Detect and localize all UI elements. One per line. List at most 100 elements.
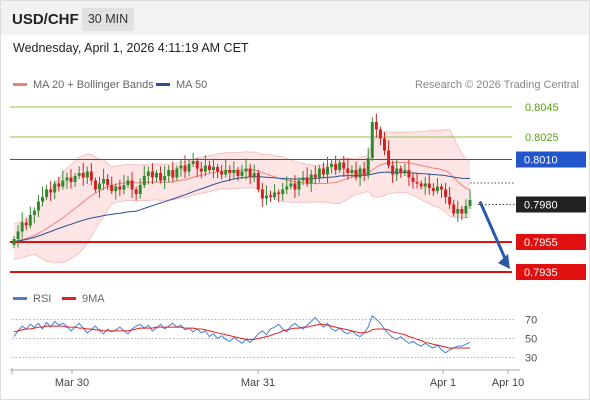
x-tick-label: Apr 10	[492, 377, 524, 389]
candle-body	[12, 239, 16, 245]
candle-body	[309, 174, 313, 184]
candle-body	[98, 183, 101, 190]
copyright-label: Research © 2026 Trading Central	[414, 79, 579, 91]
candle-body	[260, 189, 264, 199]
level-box-4	[516, 234, 586, 250]
candle-body	[407, 170, 411, 178]
candle-body	[146, 171, 150, 176]
candle-body	[28, 215, 32, 226]
candle-body	[358, 168, 362, 178]
candle-body	[175, 168, 179, 178]
candle-body	[427, 183, 431, 188]
x-tick-label: Mar 31	[241, 377, 275, 389]
candle-body	[342, 162, 346, 169]
candle-body	[285, 186, 289, 190]
legend-ma20: MA 20 + Bollinger Bands	[13, 79, 154, 91]
candle-body	[264, 195, 268, 199]
candle-body	[399, 168, 403, 173]
candle-body	[24, 222, 28, 226]
legend-rsi: RSI	[13, 293, 51, 305]
forecast-arrowhead-icon	[498, 254, 510, 269]
candle-body	[464, 206, 468, 214]
candle-body	[142, 176, 146, 185]
level-label-0: 0.8045	[525, 102, 559, 114]
candle-body	[378, 129, 382, 139]
rsi-ma-line	[13, 323, 470, 349]
level-label-1: 0.8025	[525, 132, 559, 144]
candle-body	[224, 170, 228, 175]
candle-body	[183, 165, 187, 172]
candle-body	[220, 171, 224, 175]
candle-body	[212, 167, 215, 170]
candle-body	[252, 173, 256, 178]
candle-body	[281, 189, 285, 194]
candle-body	[326, 167, 329, 175]
candle-body	[431, 188, 435, 191]
ma20-swatch-icon	[13, 82, 27, 86]
candle-body	[106, 179, 110, 185]
candle-body	[187, 164, 191, 172]
legend-rsi-ma: 9MA	[62, 293, 105, 305]
candle-body	[468, 200, 472, 206]
candle-body	[199, 168, 203, 172]
candle-body	[362, 168, 366, 175]
level-box-2	[516, 151, 586, 168]
candle-body	[330, 164, 334, 167]
candle-body	[155, 173, 158, 178]
candle-body	[159, 173, 163, 181]
candle-body	[122, 185, 126, 190]
candle-body	[444, 189, 448, 197]
candle-body	[110, 185, 114, 191]
candle-body	[16, 231, 20, 239]
candle-body	[435, 186, 439, 191]
ma50-swatch-icon	[156, 82, 170, 86]
candle-body	[195, 161, 199, 169]
candle-body	[53, 183, 57, 193]
rsi-swatch-icon	[13, 296, 27, 300]
legend-rsi-ma-label: 9MA	[82, 293, 105, 305]
candle-body	[460, 209, 464, 214]
candle-body	[36, 201, 40, 211]
candle-body	[317, 168, 321, 178]
candle-body	[293, 183, 297, 190]
candle-body	[374, 122, 378, 130]
candle-body	[301, 177, 305, 181]
candle-body	[57, 183, 61, 187]
candle-body	[203, 165, 207, 172]
bollinger-lower	[13, 187, 471, 264]
candle-body	[114, 186, 118, 191]
candle-body	[93, 180, 97, 190]
candle-body	[191, 161, 195, 164]
candle-body	[134, 189, 138, 194]
level-label-4: 0.7955	[524, 237, 558, 249]
legend-ma50-label: MA 50	[176, 79, 208, 91]
rsi-tick-label: 30	[525, 353, 537, 365]
candle-body	[387, 150, 391, 166]
candle-body	[440, 186, 443, 190]
legend-ma50: MA 50	[156, 79, 207, 91]
candle-body	[65, 177, 69, 181]
forecast-arrow-line	[478, 200, 509, 264]
candle-body	[89, 171, 93, 181]
last-price-label-box	[516, 196, 586, 213]
candle-body	[77, 173, 81, 176]
candle-body	[273, 192, 277, 197]
bollinger-upper	[13, 129, 471, 224]
candle-body	[391, 165, 395, 175]
candle-body	[179, 165, 183, 169]
candle-body	[350, 170, 354, 173]
candle-body	[366, 158, 370, 175]
candle-body	[240, 171, 244, 176]
candle-body	[334, 164, 338, 170]
candle-body	[45, 189, 49, 197]
candle-body	[49, 189, 53, 193]
level-label-2: 0.8010	[524, 155, 558, 167]
timeframe-button[interactable]: 30 MIN	[82, 8, 134, 31]
candle-body	[81, 173, 85, 178]
candle-body	[313, 174, 317, 178]
candle-body	[171, 170, 175, 178]
candle-body	[216, 167, 220, 172]
candle-body	[411, 177, 415, 182]
candle-body	[346, 168, 350, 173]
